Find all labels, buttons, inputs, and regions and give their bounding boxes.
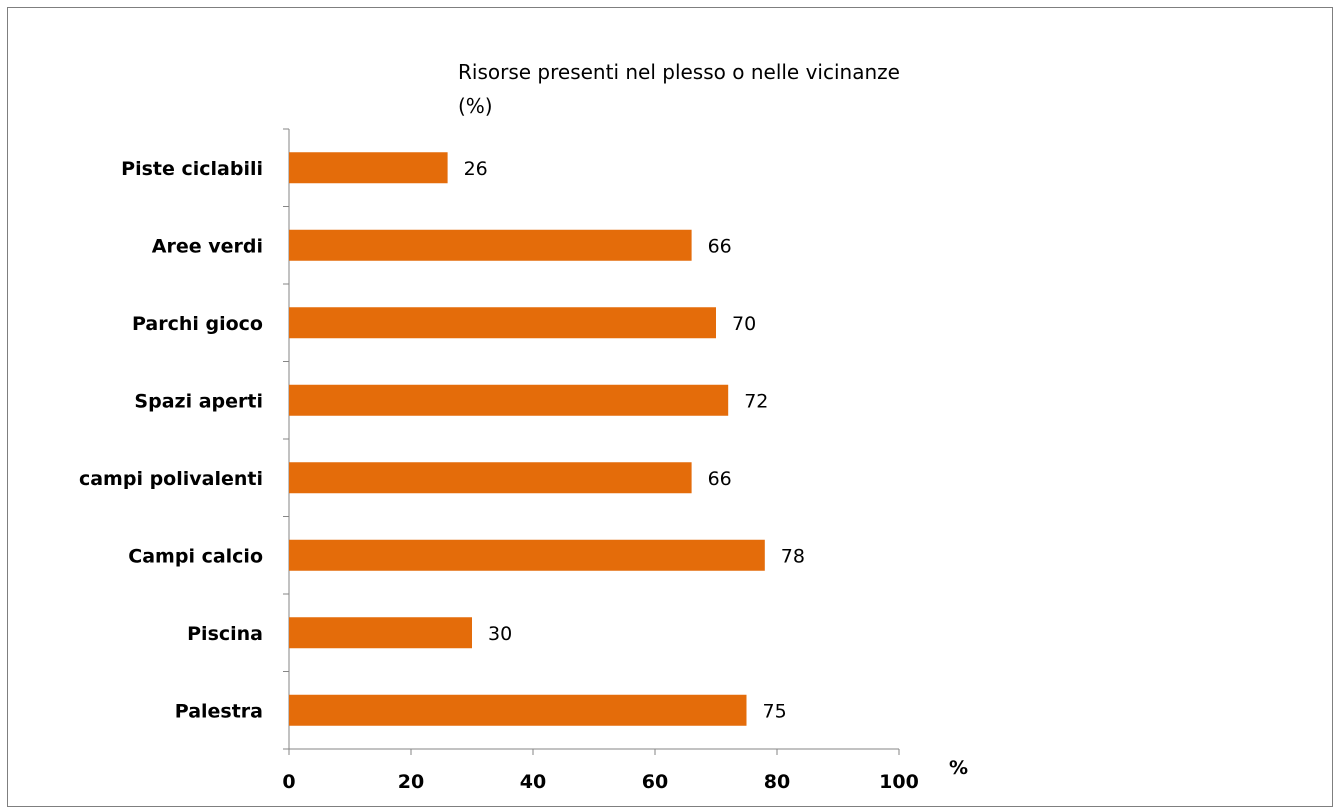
x-axis-unit: % bbox=[949, 757, 968, 779]
category-label: Spazi aperti bbox=[134, 390, 263, 412]
bar bbox=[289, 539, 765, 571]
bar bbox=[289, 694, 747, 726]
category-label: Piscina bbox=[187, 623, 263, 645]
data-label: 66 bbox=[708, 235, 732, 257]
data-label: 75 bbox=[763, 700, 787, 722]
bar bbox=[289, 307, 716, 339]
x-tick-label: 100 bbox=[879, 771, 919, 793]
chart-title: Risorse presenti nel plesso o nelle vici… bbox=[458, 60, 900, 118]
category-labels: Piste ciclabili Aree verdi Parchi gioco Spa… bbox=[79, 158, 263, 723]
data-label: 26 bbox=[464, 158, 488, 180]
bar bbox=[289, 229, 692, 261]
category-label: Campi calcio bbox=[128, 545, 263, 567]
category-label: Piste ciclabili bbox=[121, 158, 263, 180]
data-label: 30 bbox=[488, 623, 512, 645]
bar bbox=[289, 152, 448, 184]
data-label: 72 bbox=[744, 390, 768, 412]
x-tick-label: 80 bbox=[764, 771, 790, 793]
x-tick-label: 60 bbox=[642, 771, 668, 793]
chart-title-line: (%) bbox=[458, 94, 493, 118]
x-tick-label: 0 bbox=[282, 771, 295, 793]
bar bbox=[289, 384, 729, 416]
x-tick-label: 20 bbox=[398, 771, 424, 793]
category-label: Palestra bbox=[175, 700, 263, 722]
category-label: campi polivalenti bbox=[79, 468, 263, 490]
data-label: 66 bbox=[708, 468, 732, 490]
chart-bars bbox=[289, 152, 765, 726]
category-label: Parchi gioco bbox=[132, 313, 263, 335]
bar bbox=[289, 617, 472, 649]
chart-title-line: Risorse presenti nel plesso o nelle vici… bbox=[458, 60, 900, 84]
bar bbox=[289, 462, 692, 494]
data-label: 78 bbox=[781, 545, 805, 567]
category-label: Aree verdi bbox=[152, 235, 263, 257]
data-labels: 26 66 70 72 66 78 30 75 bbox=[464, 158, 805, 723]
x-tick-label: 40 bbox=[520, 771, 546, 793]
data-label: 70 bbox=[732, 313, 756, 335]
chart-axes bbox=[283, 128, 900, 755]
x-tick-labels: 0 20 40 60 80 100 bbox=[282, 771, 918, 793]
